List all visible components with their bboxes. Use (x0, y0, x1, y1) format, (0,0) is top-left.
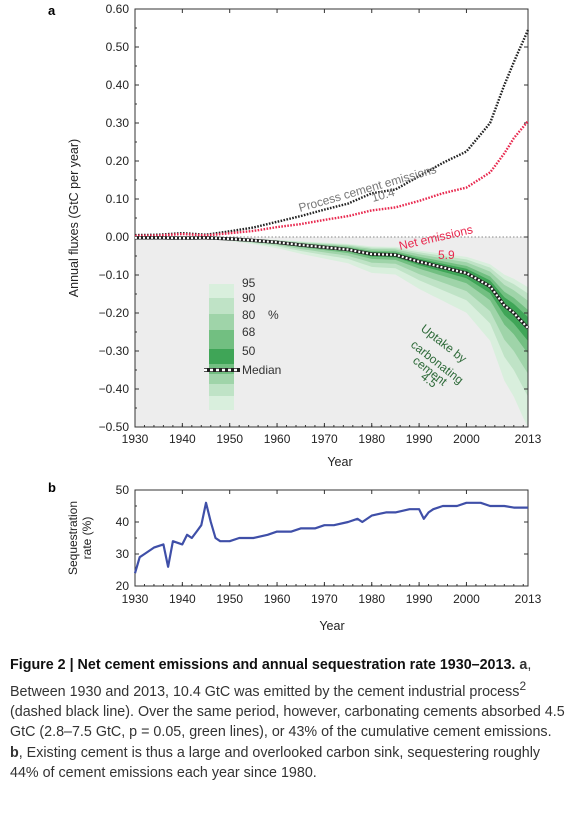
band-legend-label: 50 (242, 344, 256, 358)
figure-caption: Figure 2 | Net cement emissions and annu… (10, 655, 566, 784)
band-legend-unit: % (268, 308, 279, 322)
caption-a-text-1: , Between 1930 and 2013, 10.4 GtC was em… (10, 657, 532, 700)
x-tick-label: 1990 (406, 592, 433, 606)
plot-frame-b (134, 489, 529, 587)
y-axis-label-line: rate (%) (80, 517, 94, 560)
x-axis-label: Year (327, 455, 352, 469)
panel-label-a: a (48, 3, 56, 18)
series-line-uptake-median (135, 236, 529, 329)
figure: a 0.60 0.50 0.40 0.30 0.20 0.10 0.00 −0.10 −0.20… (48, 2, 542, 633)
x-tick-label: 1940 (169, 432, 196, 446)
y-tick-label: −0.30 (99, 344, 130, 358)
x-tick-label: 1950 (216, 592, 243, 606)
y-tick-label: 0.20 (106, 154, 130, 168)
x-tick-label: 2013 (515, 592, 542, 606)
median-legend-label: Median (242, 363, 281, 377)
y-axis-label-line: Sequestration (66, 501, 80, 575)
x-tick-label: 1940 (169, 592, 196, 606)
y-tick-label: −0.20 (99, 306, 130, 320)
x-tick-label: 1950 (216, 432, 243, 446)
x-tick-label: 1990 (406, 432, 433, 446)
y-tick-label: 0.60 (106, 2, 130, 16)
series-line-net-emissions (134, 120, 529, 238)
y-tick-label: −0.10 (99, 268, 130, 282)
x-tick-label: 1930 (122, 432, 149, 446)
caption-a-sup: 2 (519, 678, 527, 693)
y-tick-label: 0.50 (106, 40, 130, 54)
caption-a-label: a (519, 657, 528, 673)
x-tick-label: 2013 (515, 432, 542, 446)
caption-title: Figure 2 | Net cement emissions and annu… (10, 657, 516, 673)
x-tick-label: 1930 (122, 592, 149, 606)
y-tick-label: 0.40 (106, 78, 130, 92)
panel-a-chart: 0.60 0.50 0.40 0.30 0.20 0.10 0.00 −0.10 −0.20 −0… (67, 2, 542, 469)
band-legend-label: 90 (242, 291, 256, 305)
series-line-process-emissions (134, 29, 530, 237)
x-tick-label: 1960 (264, 432, 291, 446)
x-tick-label: 2000 (453, 592, 480, 606)
y-tick-label: 20 (116, 579, 130, 593)
x-axis-label: Year (319, 619, 344, 633)
x-tick-label: 1980 (358, 432, 385, 446)
band-legend-label: 68 (242, 325, 256, 339)
y-axis-label: Annual fluxes (GtC per year) (67, 139, 81, 297)
band-legend-swatch-50 (209, 349, 234, 364)
y-tick-label: 40 (116, 515, 130, 529)
y-tick-label: 0.00 (106, 230, 130, 244)
y-tick-label: −0.50 (99, 420, 130, 434)
panel-label-b: b (48, 480, 56, 495)
caption-b-label: b (10, 744, 19, 761)
y-tick-label: −0.40 (99, 382, 130, 396)
y-tick-label: 0.10 (106, 192, 130, 206)
annotation-net-total: 5.9 (438, 248, 455, 262)
y-tick-label: 50 (116, 483, 130, 497)
x-tick-label: 1970 (311, 432, 338, 446)
x-tick-label: 1970 (311, 592, 338, 606)
y-tick-label: 30 (116, 547, 130, 561)
caption-b-text: , Existing cement is thus a large and ov… (10, 744, 541, 782)
series-line-sequestration-rate (133, 501, 528, 574)
x-tick-label: 1980 (358, 592, 385, 606)
annotation-process-total: 10.4 (370, 185, 397, 205)
annotation-process-label: Process cement emissions (297, 162, 438, 215)
caption-a-text-2: (dashed black line). Over the same perio… (10, 703, 565, 741)
x-tick-label: 1960 (264, 592, 291, 606)
x-tick-label: 2000 (453, 432, 480, 446)
uncertainty-band-95 (135, 237, 528, 427)
band-legend-label: 95 (242, 276, 256, 290)
y-tick-label: 0.30 (106, 116, 130, 130)
band-legend-label: 80 (242, 308, 256, 322)
